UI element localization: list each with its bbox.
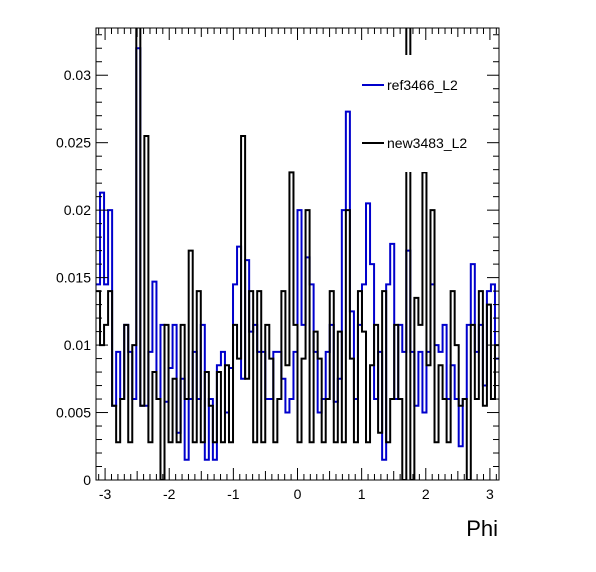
y-tick-label: 0 [83,472,91,488]
x-tick-label: 1 [358,486,366,502]
series-line-new [96,28,499,480]
x-tick-label: 3 [486,486,494,502]
x-tick-label: 2 [422,486,430,502]
y-tick-label: 0.015 [56,270,91,286]
y-axis: 0 0.005 0.01 0.015 0.02 0.025 0.03 [56,34,499,488]
legend: ref3466_L2 new3483_L2 [357,55,470,172]
x-tick-label: -3 [99,486,112,502]
x-tick-label: -2 [163,486,176,502]
y-tick-label: 0.025 [56,135,91,151]
x-tick-label: -1 [227,486,240,502]
series-layer [96,28,499,480]
y-tick-label: 0.03 [64,67,91,83]
y-tick-label: 0.01 [64,337,91,353]
x-axis: -3 -2 -1 0 1 2 3 [98,28,497,502]
legend-label-ref: ref3466_L2 [387,77,458,93]
x-tick-label: 0 [294,486,302,502]
x-axis-title: Phi [466,516,498,541]
y-tick-label: 0.02 [64,202,91,218]
legend-box [357,55,470,172]
y-tick-label: 0.005 [56,405,91,421]
legend-label-new: new3483_L2 [387,135,467,151]
